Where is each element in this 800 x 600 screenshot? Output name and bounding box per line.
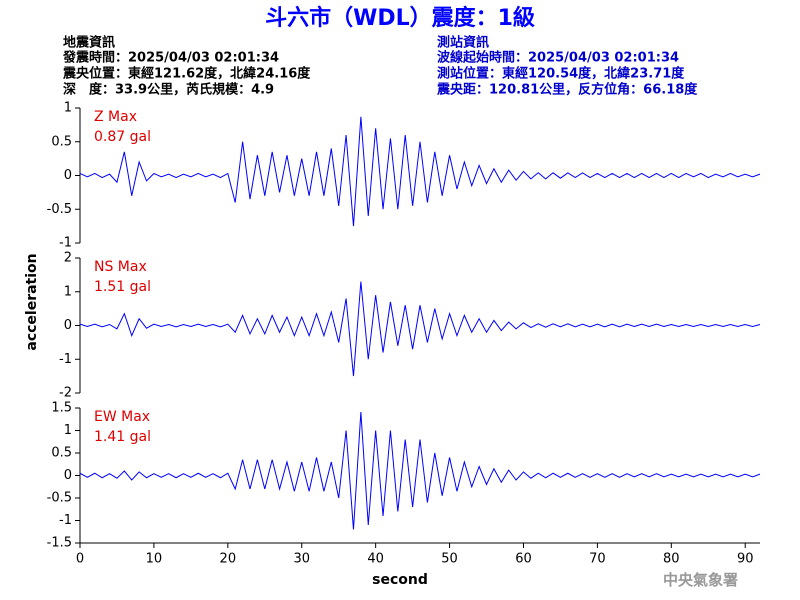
x-tick-label: 40 [367, 552, 384, 567]
waveform [79, 281, 761, 377]
y-tick-label: -0.5 [47, 491, 72, 506]
max-label: NS Max [94, 259, 147, 275]
x-tick-label: 50 [441, 552, 458, 567]
info-left: 深 度：33.9公里，芮氏規模：4.9 [63, 82, 274, 98]
max-value: 1.41 gal [94, 429, 151, 445]
y-tick-label: -1.5 [47, 536, 72, 551]
x-tick-label: 30 [293, 552, 310, 567]
title: 斗六市（WDL）震度：1級 [265, 5, 535, 31]
footer: 中央氣象署 [663, 571, 738, 589]
x-tick-label: 0 [76, 552, 84, 567]
x-tick-label: 60 [515, 552, 532, 567]
y-tick-label: -0.5 [47, 202, 72, 217]
x-tick-label: 90 [737, 552, 754, 567]
y-tick-label: -2 [59, 386, 72, 401]
x-tick-label: 20 [220, 552, 237, 567]
info-right: 震央距：120.81公里，反方位角：66.18度 [436, 82, 698, 98]
y-tick-label: -1 [59, 352, 72, 367]
y-tick-label: 0 [64, 318, 72, 333]
y-tick-label: 0.5 [51, 134, 72, 149]
max-value: 1.51 gal [94, 279, 151, 295]
y-tick-label: 1 [64, 423, 72, 438]
x-tick-label: 70 [589, 552, 606, 567]
info-left: 發震時間：2025/04/03 02:01:34 [62, 50, 279, 66]
y-tick-label: 1 [64, 284, 72, 299]
y-tick-label: -1 [59, 513, 72, 528]
waveform [79, 116, 761, 227]
max-value: 0.87 gal [94, 129, 151, 145]
info-right: 測站位置：東經120.54度，北緯23.71度 [437, 66, 685, 82]
info-right: 波線起始時間：2025/04/03 02:01:34 [437, 50, 679, 66]
max-label: Z Max [94, 109, 137, 125]
x-axis-label: second [372, 572, 428, 588]
x-tick-label: 10 [146, 552, 163, 567]
y-tick-label: 0 [64, 168, 72, 183]
info-right: 測站資訊 [437, 35, 489, 51]
waveform [79, 412, 761, 530]
y-tick-label: 0 [64, 468, 72, 483]
y-tick-label: 1 [64, 101, 72, 116]
y-tick-label: 0.5 [51, 446, 72, 461]
info-left: 地震資訊 [63, 35, 115, 51]
info-left: 震央位置：東經121.62度，北緯24.16度 [62, 66, 311, 82]
y-tick-label: 2 [64, 251, 72, 266]
y-tick-label: 1.5 [51, 401, 72, 416]
y-axis-label: acceleration [24, 253, 40, 350]
y-tick-label: -1 [59, 236, 72, 251]
x-tick-label: 80 [663, 552, 680, 567]
max-label: EW Max [94, 409, 150, 425]
